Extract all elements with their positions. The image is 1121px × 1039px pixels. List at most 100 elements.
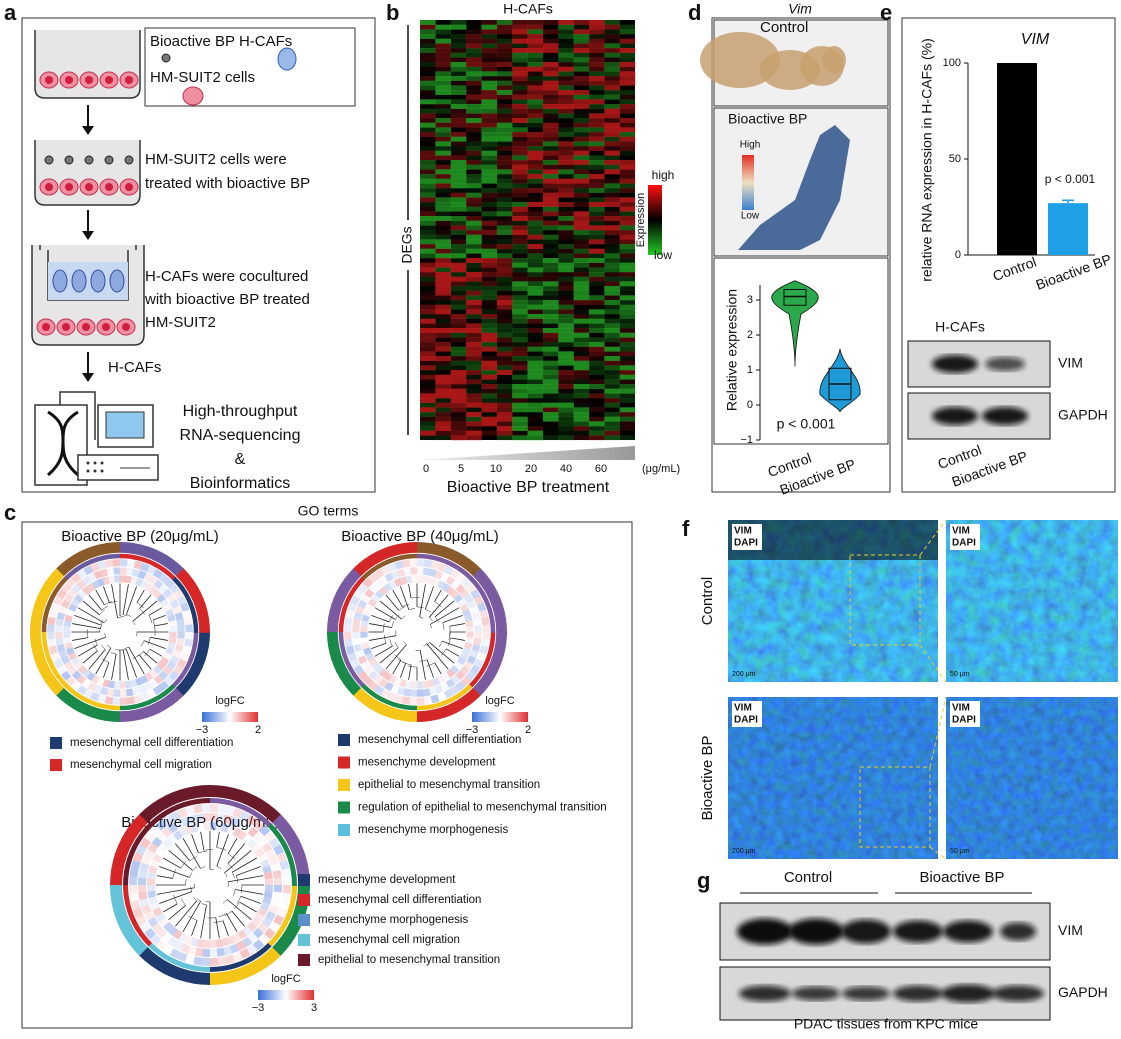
heatmap-cell (573, 225, 590, 231)
heatmap-cell (450, 360, 467, 366)
heatmap-cell (558, 174, 574, 179)
heatmap-cell (481, 94, 498, 100)
heatmap-cell (450, 155, 467, 161)
logfc-cell (114, 575, 120, 583)
go-ring (179, 665, 190, 679)
heatmap-cell (420, 379, 436, 385)
heatmap-cell (558, 20, 574, 25)
logfc-cell (254, 912, 265, 923)
heatmap-cell (512, 360, 528, 366)
logfc-cell (81, 575, 92, 586)
heatmap-cell (527, 258, 544, 263)
heatmap-cell (527, 155, 544, 161)
heatmap-cell (481, 309, 498, 315)
heatmap-cell (527, 360, 544, 366)
logfc-cell (177, 625, 185, 632)
heatmap-cell (496, 421, 513, 427)
label: Expression (635, 193, 647, 247)
heatmap-cell (588, 248, 605, 254)
go-ring (290, 885, 297, 900)
violin (771, 280, 819, 367)
heatmap-cell (512, 225, 528, 231)
dendrogram (374, 645, 393, 657)
heatmap-cell (420, 48, 436, 53)
heatmap-cell (604, 234, 620, 240)
heatmap-cell (604, 370, 620, 375)
go-ring (106, 704, 120, 711)
dendrogram (227, 875, 264, 883)
heatmap-cell (512, 421, 528, 427)
heatmap-cell (420, 146, 436, 151)
heatmap-cell (542, 108, 559, 114)
heatmap-cell (512, 309, 528, 315)
heatmap-cell (466, 230, 482, 235)
heatmap-cell (512, 398, 528, 403)
dendrogram (168, 849, 194, 871)
go-ring (429, 543, 446, 557)
logfc-cell (465, 583, 476, 594)
heatmap-cell (558, 202, 574, 207)
logfc-cell (169, 632, 177, 638)
logfc-cell (53, 595, 64, 606)
label: Bioactive BP (40μg/mL) (341, 528, 499, 545)
heatmap-cell (527, 24, 544, 30)
heatmap-cell (512, 94, 528, 100)
heatmap-cell (604, 99, 620, 104)
logfc-cell (144, 582, 154, 592)
heatmap-cell (420, 286, 436, 291)
logfc-cell (264, 878, 273, 885)
heatmap-cell (527, 132, 544, 137)
heatmap-cell (435, 435, 452, 441)
go-ring (402, 542, 418, 554)
heatmap-cell (450, 281, 467, 287)
heatmap-cell (619, 178, 636, 184)
go-ring (439, 697, 453, 707)
heatmap-cell (527, 34, 544, 39)
logfc-cell (190, 823, 199, 833)
logfc-cell (210, 813, 218, 822)
heatmap-cell (512, 239, 528, 245)
logfc-cell (399, 679, 407, 688)
heatmap-cell (542, 57, 559, 63)
logfc-cell (168, 583, 179, 594)
logfc-cell (139, 921, 151, 933)
heatmap-cell (619, 66, 636, 72)
inner-bg (367, 582, 467, 682)
heatmap-cell (420, 370, 436, 375)
dendrogram-arc (177, 852, 243, 918)
dendrogram-arc (102, 614, 138, 650)
dendrogram (239, 901, 257, 913)
go-ring (198, 617, 210, 633)
logfc-cell (405, 680, 412, 689)
heatmap-cell (435, 85, 452, 91)
heatmap-cell (450, 398, 467, 403)
heatmap-cell (450, 407, 467, 413)
heatmap-cell (450, 379, 467, 385)
blot-band (788, 918, 844, 945)
heatmap-cell (435, 104, 452, 109)
heatmap-cell (450, 164, 467, 170)
logfc-cell (422, 575, 429, 584)
heatmap-cell (573, 272, 590, 277)
heatmap-cell (558, 435, 574, 441)
heatmap-cell (420, 206, 436, 212)
key (93, 469, 97, 473)
legend-swatch (298, 914, 310, 926)
heatmap-cell (558, 258, 574, 263)
logfc-cell (147, 885, 156, 892)
heatmap-cell (604, 244, 620, 249)
heatmap-cell (527, 71, 544, 77)
heatmap-cell (481, 412, 498, 417)
heatmap-cell (573, 20, 590, 25)
blot-band (841, 919, 891, 944)
heatmap-cell (588, 342, 605, 347)
logfc-cell (394, 560, 404, 570)
micrograph (728, 697, 938, 859)
heatmap-cell (420, 309, 436, 315)
heatmap-cell (542, 388, 559, 394)
logfc-cell (470, 664, 481, 675)
heatmap-cell (466, 365, 482, 371)
logfc-cell (158, 680, 169, 691)
legend-swatch (298, 954, 310, 966)
go-ring (30, 643, 45, 660)
